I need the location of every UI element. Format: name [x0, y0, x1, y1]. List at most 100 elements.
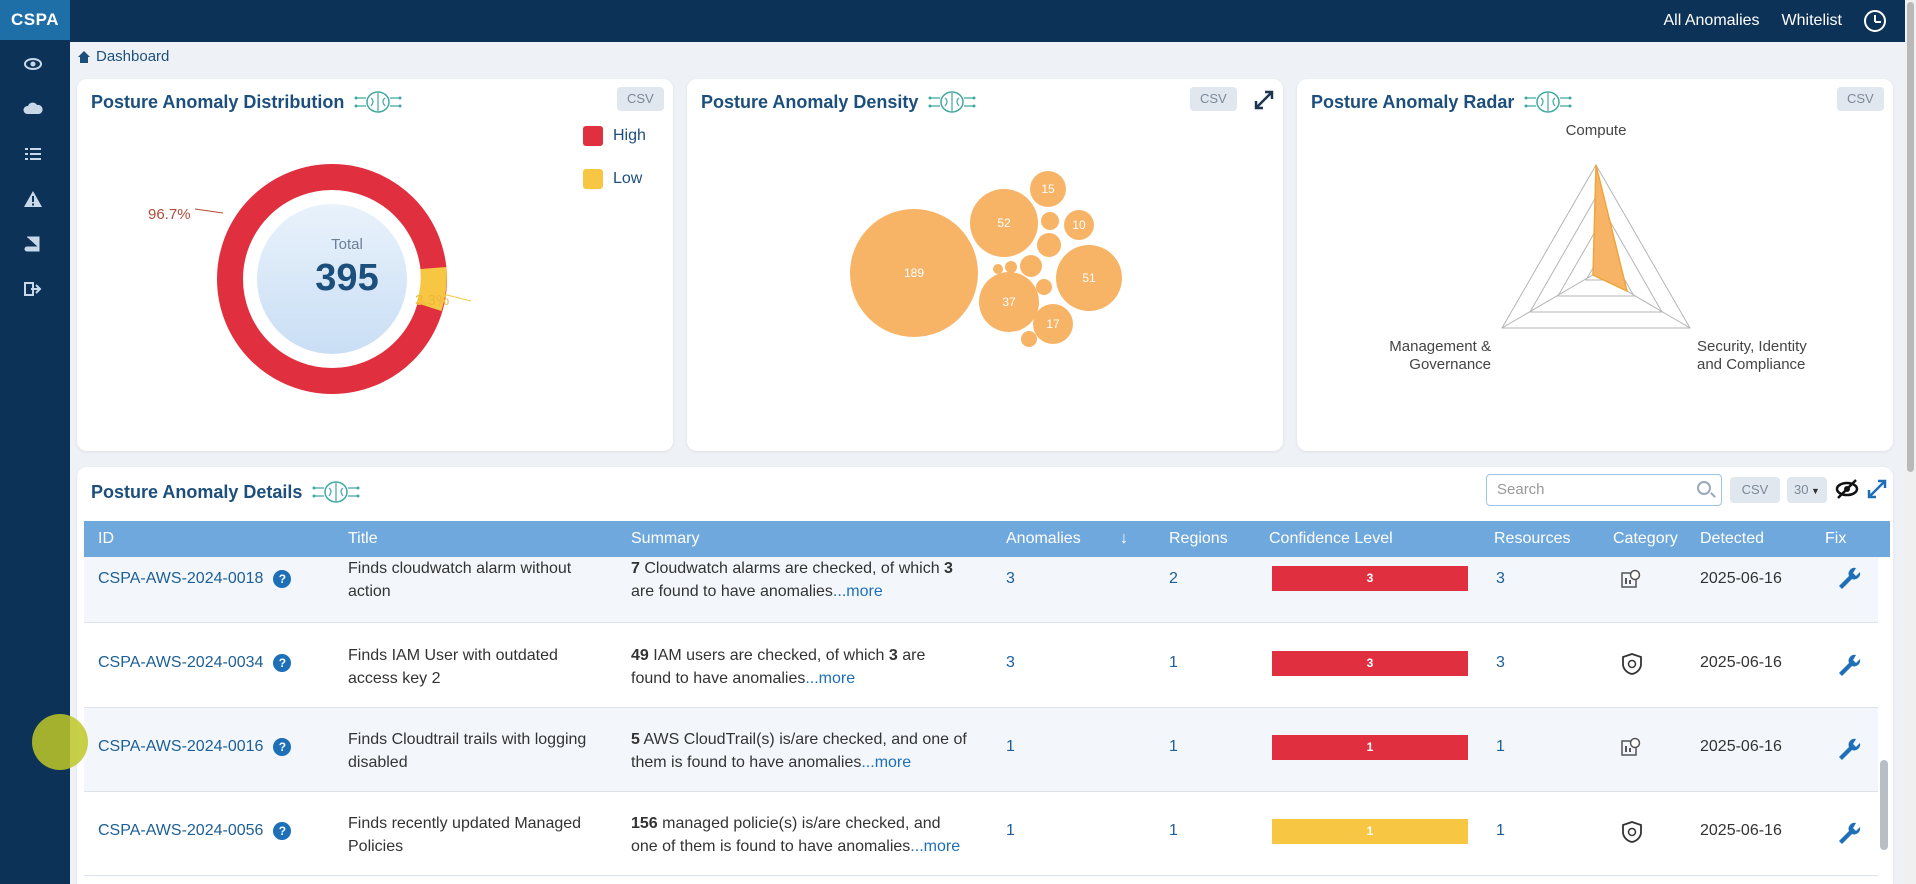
row-id-text[interactable]: CSPA-AWS-2024-0056: [98, 822, 264, 840]
bubble-small[interactable]: [1036, 279, 1052, 295]
row-detected: 2025-06-16: [1700, 570, 1782, 587]
col-regions[interactable]: Regions: [1169, 530, 1228, 547]
bubble-small[interactable]: [1005, 261, 1017, 273]
table-row[interactable]: CSPA-AWS-2024-0018? Finds cloudwatch ala…: [84, 557, 1878, 623]
summary-count: 49: [631, 647, 649, 664]
col-id[interactable]: ID: [98, 530, 114, 547]
row-anomalies[interactable]: 3: [1006, 654, 1015, 671]
all-anomalies-link[interactable]: All Anomalies: [1663, 12, 1760, 29]
col-detected[interactable]: Detected: [1700, 530, 1765, 547]
bubble-37[interactable]: [979, 272, 1039, 332]
density-csv-button[interactable]: CSV: [1190, 87, 1237, 111]
table-scrollbar[interactable]: [1880, 760, 1888, 850]
row-regions[interactable]: 1: [1169, 822, 1178, 839]
row-regions[interactable]: 2: [1169, 570, 1178, 587]
donut-low-segment[interactable]: [416, 266, 447, 311]
wrench-icon[interactable]: [1836, 565, 1862, 591]
row-resources[interactable]: 1: [1496, 822, 1505, 839]
wrench-icon[interactable]: [1836, 652, 1862, 678]
bubble-small[interactable]: [1021, 331, 1037, 347]
page-scrollbar-thumb[interactable]: [1907, 2, 1914, 472]
warning-icon[interactable]: [22, 188, 44, 210]
bubble-189[interactable]: [850, 209, 978, 337]
sort-down-icon[interactable]: ↓: [1120, 530, 1128, 547]
expand-icon[interactable]: [1866, 478, 1888, 500]
page-size-value: 30: [1794, 482, 1809, 497]
details-csv-button[interactable]: CSV: [1730, 477, 1780, 503]
table-row[interactable]: CSPA-AWS-2024-0056? Finds recently updat…: [84, 792, 1878, 876]
bubble-small[interactable]: [1037, 233, 1061, 257]
row-id[interactable]: CSPA-AWS-2024-0056?: [98, 822, 292, 840]
row-id[interactable]: CSPA-AWS-2024-0016?: [98, 738, 292, 756]
more-link[interactable]: ...more: [805, 670, 856, 687]
summary-text-2: one of them is found to have anomalies: [631, 838, 911, 855]
more-link[interactable]: ...more: [910, 838, 961, 855]
expand-icon[interactable]: [1253, 89, 1275, 111]
col-title[interactable]: Title: [348, 530, 378, 547]
clock-icon[interactable]: [1864, 10, 1886, 32]
row-anomalies[interactable]: 3: [1006, 570, 1015, 587]
distribution-csv-button[interactable]: CSV: [617, 87, 664, 111]
page-size-select[interactable]: 30 ▼: [1787, 477, 1827, 503]
book-icon[interactable]: [22, 233, 44, 255]
row-regions[interactable]: 1: [1169, 654, 1178, 671]
col-fix[interactable]: Fix: [1825, 530, 1847, 547]
search-icon[interactable]: [1697, 481, 1711, 495]
row-regions[interactable]: 1: [1169, 738, 1178, 755]
page-scrollbar[interactable]: [1905, 0, 1916, 884]
help-icon[interactable]: ?: [273, 570, 292, 588]
sign-out-icon[interactable]: [22, 278, 44, 300]
eye-icon[interactable]: [22, 53, 44, 75]
bubble-small[interactable]: [1041, 212, 1059, 230]
row-id[interactable]: CSPA-AWS-2024-0034?: [98, 654, 292, 672]
bubble-label: 189: [904, 266, 924, 280]
brain-circuit-icon: [928, 91, 976, 113]
wrench-icon[interactable]: [1836, 736, 1862, 762]
row-id-text[interactable]: CSPA-AWS-2024-0034: [98, 654, 264, 672]
help-icon[interactable]: ?: [273, 654, 292, 672]
table-row[interactable]: CSPA-AWS-2024-0016? Finds Cloudtrail tra…: [84, 708, 1878, 792]
list-icon[interactable]: [22, 143, 44, 165]
bubble-10[interactable]: [1064, 210, 1094, 240]
row-id-text[interactable]: CSPA-AWS-2024-0018: [98, 570, 264, 588]
eye-slash-icon[interactable]: [1834, 477, 1860, 501]
search-input[interactable]: Search: [1486, 474, 1722, 506]
col-confidence[interactable]: Confidence Level: [1269, 530, 1393, 547]
bubble-small[interactable]: [993, 264, 1003, 274]
bubble-label: 10: [1072, 218, 1086, 232]
more-link[interactable]: ...more: [832, 583, 883, 600]
row-id[interactable]: CSPA-AWS-2024-0018?: [98, 570, 292, 588]
bubble-52[interactable]: [970, 189, 1038, 257]
bubble-51[interactable]: [1056, 245, 1122, 311]
bubble-17[interactable]: [1033, 304, 1073, 344]
bubble-small[interactable]: [1020, 255, 1042, 277]
table-row[interactable]: CSPA-AWS-2024-0034? Finds IAM User with …: [84, 624, 1878, 708]
row-resources[interactable]: 1: [1496, 738, 1505, 755]
whitelist-link[interactable]: Whitelist: [1781, 12, 1842, 29]
row-resources[interactable]: 3: [1496, 654, 1505, 671]
low-percent-label: 3.3%: [415, 292, 450, 309]
radar-card: Posture Anomaly Radar CSV Compute Manage…: [1297, 79, 1893, 451]
help-icon[interactable]: ?: [273, 738, 292, 756]
wrench-icon[interactable]: [1836, 820, 1862, 846]
radar-series-area[interactable]: [1592, 164, 1629, 293]
col-category[interactable]: Category: [1613, 530, 1678, 547]
bubble-15[interactable]: [1030, 171, 1066, 207]
brand-logo[interactable]: CSPA: [0, 0, 70, 40]
home-icon[interactable]: [78, 50, 90, 63]
top-bar: All Anomalies Whitelist: [0, 0, 1916, 42]
row-resources[interactable]: 3: [1496, 570, 1505, 587]
help-icon[interactable]: ?: [273, 822, 292, 840]
row-id-text[interactable]: CSPA-AWS-2024-0016: [98, 738, 264, 756]
breadcrumb-dashboard[interactable]: Dashboard: [96, 48, 170, 65]
radar-csv-button[interactable]: CSV: [1837, 87, 1884, 111]
more-link[interactable]: ...more: [861, 754, 912, 771]
row-anomalies[interactable]: 1: [1006, 822, 1015, 839]
cloud-icon[interactable]: [22, 98, 44, 120]
row-anomalies[interactable]: 1: [1006, 738, 1015, 755]
legend-low[interactable]: Low: [583, 169, 642, 189]
col-resources[interactable]: Resources: [1494, 530, 1571, 547]
col-anomalies[interactable]: Anomalies: [1006, 530, 1081, 547]
col-summary[interactable]: Summary: [631, 530, 700, 547]
legend-high[interactable]: High: [583, 126, 646, 146]
